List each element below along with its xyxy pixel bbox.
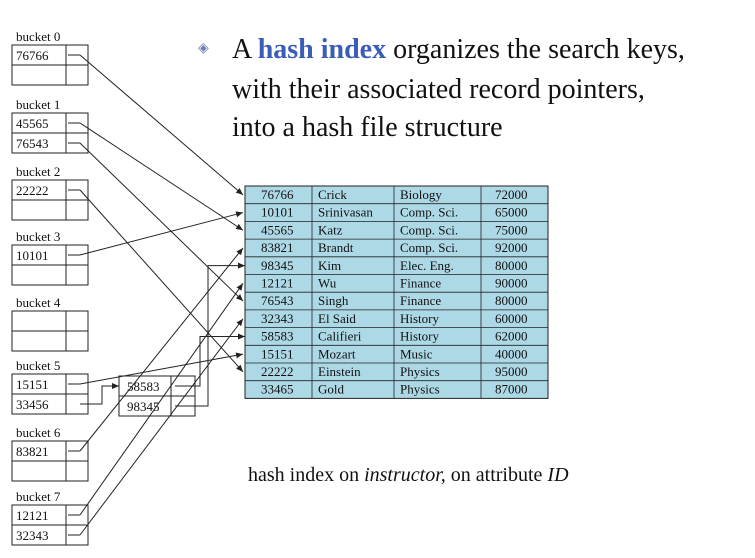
table-cell-name: Katz: [318, 222, 343, 237]
table-cell-id: 58583: [261, 329, 294, 344]
table-cell-name: Einstein: [318, 364, 361, 379]
caption-mid: on attribute: [445, 464, 548, 486]
table-cell-id: 76766: [261, 187, 294, 202]
caption-attribute: ID: [547, 464, 569, 486]
bucket-key: 45565: [16, 116, 49, 131]
bucket-label: bucket 4: [16, 295, 61, 310]
record-pointer-arrow: [79, 283, 244, 516]
bucket-key: 33456: [16, 397, 49, 412]
bucket-label: bucket 3: [16, 229, 60, 244]
record-pointer-arrow: [79, 142, 244, 302]
highlighted-term: hash index: [257, 34, 387, 65]
diamond-bullet-icon: ◈: [198, 41, 209, 56]
table-cell-id: 15151: [261, 346, 294, 361]
bucket-key: 10101: [16, 248, 49, 263]
bullet-line-2: with their associated record pointers,: [232, 74, 645, 105]
table-cell-dept: Comp. Sci.: [400, 222, 458, 237]
bucket-key: 12121: [16, 508, 49, 523]
table-cell-id: 45565: [261, 222, 294, 237]
record-pointer-arrow: [79, 247, 244, 452]
table-cell-id: 76543: [261, 293, 294, 308]
bucket-label: bucket 7: [16, 489, 61, 504]
table-cell-name: Califieri: [318, 329, 362, 344]
table-cell-salary: 62000: [495, 329, 528, 344]
table-cell-dept: Comp. Sci.: [400, 240, 458, 255]
table-cell-id: 22222: [261, 364, 294, 379]
table-cell-id: 98345: [261, 258, 294, 273]
table-cell-name: Singh: [318, 293, 349, 308]
table-cell-dept: Biology: [400, 187, 442, 202]
table-cell-name: Mozart: [318, 346, 356, 361]
table-cell-salary: 95000: [495, 364, 528, 379]
table-cell-name: Kim: [318, 258, 341, 273]
table-cell-name: Wu: [318, 276, 337, 291]
overflow-key: 98345: [127, 399, 160, 414]
bullet-text-pre: A: [232, 34, 258, 65]
table-cell-name: Brandt: [318, 240, 354, 255]
record-pointer-arrow: [79, 122, 244, 231]
table-cell-id: 10101: [261, 205, 294, 220]
table-cell-salary: 65000: [495, 205, 528, 220]
table-cell-dept: Finance: [400, 276, 441, 291]
table-cell-dept: History: [400, 329, 440, 344]
record-pointer-arrow: [79, 352, 244, 385]
table-cell-salary: 60000: [495, 311, 528, 326]
record-pointer-arrow: [175, 333, 245, 387]
record-pointer-arrow: [79, 189, 244, 373]
record-pointer-arrow: [175, 262, 245, 407]
bucket-key: 83821: [16, 444, 49, 459]
table-cell-id: 33465: [261, 382, 294, 397]
table-cell-salary: 92000: [495, 240, 528, 255]
bucket-label: bucket 2: [16, 164, 60, 179]
bucket-key: 76543: [16, 136, 49, 151]
table-cell-name: Srinivasan: [318, 205, 373, 220]
figure-caption: hash index on instructor, on attribute I…: [248, 464, 569, 487]
bucket-label: bucket 1: [16, 97, 60, 112]
table-cell-dept: Music: [400, 346, 433, 361]
bullet-line-1: A hash index organizes the search keys,: [232, 32, 685, 68]
table-cell-name: Gold: [318, 382, 345, 397]
table-cell-name: Crick: [318, 187, 347, 202]
caption-relation: instructor,: [364, 464, 446, 486]
bucket-label: bucket 6: [16, 425, 61, 440]
table-cell-salary: 80000: [495, 258, 528, 273]
bucket-key: 76766: [16, 48, 49, 63]
table-cell-salary: 87000: [495, 382, 528, 397]
table-cell-dept: Comp. Sci.: [400, 205, 458, 220]
bucket-key: 32343: [16, 528, 49, 543]
table-cell-id: 12121: [261, 276, 294, 291]
table-cell-dept: Physics: [400, 382, 440, 397]
table-cell-salary: 90000: [495, 276, 528, 291]
table-cell-dept: Physics: [400, 364, 440, 379]
bucket-key: 15151: [16, 377, 49, 392]
bucket-label: bucket 0: [16, 29, 60, 44]
record-pointer-arrow: [79, 318, 244, 536]
record-pointer-arrow: [79, 211, 244, 256]
table-cell-salary: 75000: [495, 222, 528, 237]
table-cell-dept: History: [400, 311, 440, 326]
table-cell-dept: Finance: [400, 293, 441, 308]
table-cell-salary: 80000: [495, 293, 528, 308]
table-cell-id: 83821: [261, 240, 294, 255]
bucket-label: bucket 5: [16, 358, 60, 373]
bullet-line-3: into a hash file structure: [232, 112, 503, 143]
table-cell-name: El Said: [318, 311, 356, 326]
table-cell-salary: 72000: [495, 187, 528, 202]
overflow-chain-arrow: [80, 383, 119, 405]
table-cell-id: 32343: [261, 311, 294, 326]
record-pointer-arrow: [79, 54, 244, 196]
bucket-key: 22222: [16, 183, 49, 198]
caption-pre: hash index on: [248, 464, 365, 486]
table-cell-salary: 40000: [495, 346, 528, 361]
table-cell-dept: Elec. Eng.: [400, 258, 454, 273]
bullet-text-post: organizes the search keys,: [386, 34, 685, 65]
